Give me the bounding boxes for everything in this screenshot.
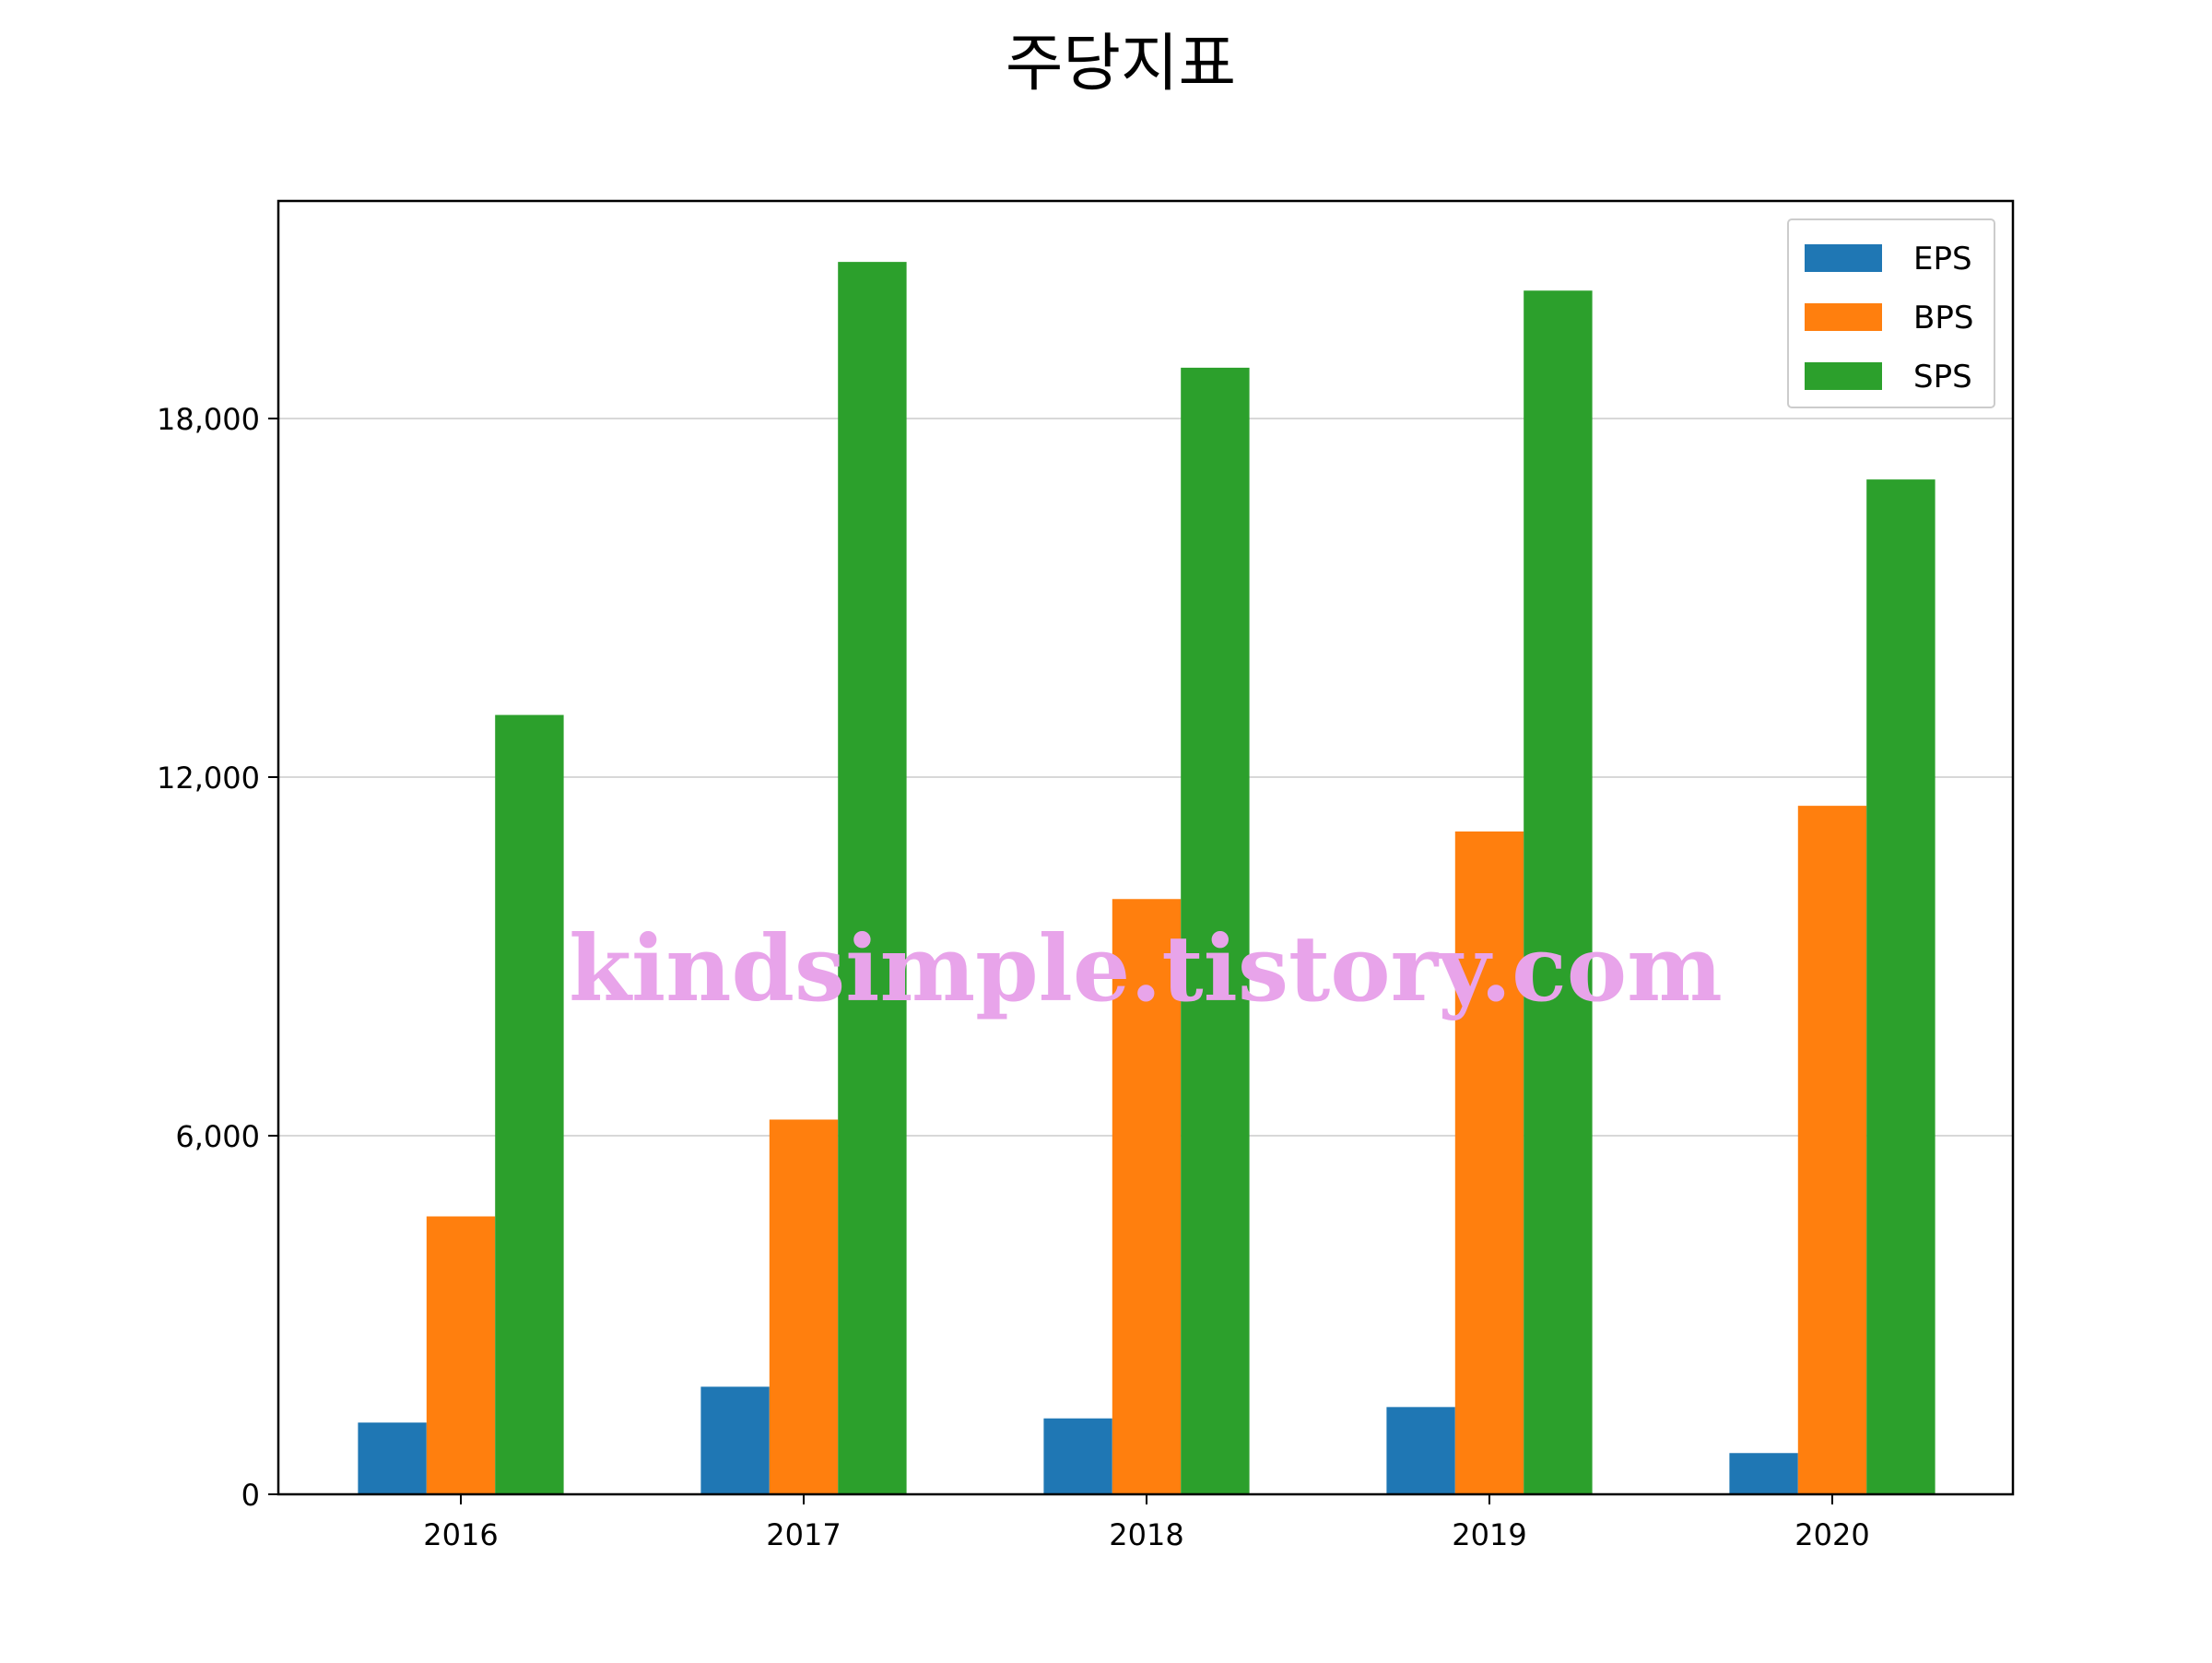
x-tick-label: 2016 (423, 1517, 498, 1552)
y-tick-label: 12,000 (157, 761, 260, 796)
x-tick-label: 2020 (1794, 1517, 1869, 1552)
bar-eps-2019 (1386, 1407, 1455, 1494)
bar-sps-2020 (1866, 479, 1936, 1494)
y-tick-label: 0 (241, 1478, 260, 1513)
axes: 0 6,000 12,000 18,000 2016 2017 2018 2019 2020 (157, 402, 1870, 1552)
bar-bps-2020 (1797, 806, 1867, 1494)
chart-title: 주당지표 (1006, 28, 1236, 100)
legend-label-sps: SPS (1913, 359, 1972, 395)
bar-eps-2018 (1043, 1418, 1112, 1494)
legend: EPS BPS SPS (1787, 218, 1995, 408)
bar-sps-2017 (838, 262, 907, 1494)
bar-bps-2018 (1112, 899, 1182, 1494)
bar-sps-2018 (1181, 367, 1250, 1494)
watermark-text: kindsimple.tistory.com (569, 916, 1723, 1022)
legend-swatch-sps (1805, 362, 1882, 390)
x-tick-label: 2017 (766, 1517, 841, 1552)
bar-eps-2016 (358, 1422, 427, 1494)
legend-label-eps: EPS (1913, 241, 1972, 277)
bar-bps-2017 (769, 1119, 839, 1494)
x-tick-label: 2018 (1109, 1517, 1183, 1552)
x-tick-label: 2019 (1452, 1517, 1526, 1552)
bar-sps-2016 (495, 714, 564, 1494)
bar-eps-2020 (1729, 1453, 1798, 1494)
bar-bps-2019 (1454, 831, 1524, 1494)
legend-swatch-bps (1805, 303, 1882, 331)
legend-label-bps: BPS (1913, 300, 1973, 336)
y-tick-label: 6,000 (175, 1119, 260, 1154)
y-tick-label: 18,000 (157, 402, 260, 437)
bar-sps-2019 (1524, 290, 1593, 1494)
bar-eps-2017 (700, 1386, 770, 1494)
bar-bps-2016 (426, 1216, 496, 1494)
bars (358, 262, 1936, 1494)
legend-swatch-eps (1805, 244, 1882, 272)
